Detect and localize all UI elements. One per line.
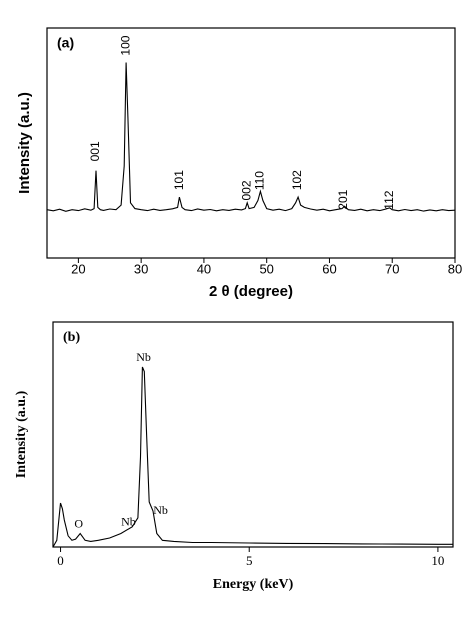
data-line — [46, 62, 456, 212]
plot-frame — [52, 321, 454, 548]
panel-a: 20 30 40 50 60 70 80 001 100 101 002 110 102 201 112 (a… — [16, 27, 462, 300]
y-axis-title: Intensity (a.u.) — [14, 390, 29, 478]
panel-label: (a) — [57, 35, 74, 51]
peak-label: Nb — [153, 503, 168, 517]
x-tick-label: 70 — [385, 261, 399, 276]
peak-label: 100 — [118, 35, 132, 55]
panel-b: 0 5 10 O Nb Nb Nb (b) Energy (keV) Intensity (a.u… — [14, 321, 454, 592]
peak-label: 102 — [290, 170, 304, 190]
peak-label: 001 — [88, 141, 102, 161]
x-axis-title: Energy (keV) — [213, 577, 294, 592]
peak-label: 101 — [172, 170, 186, 190]
peak-label: O — [74, 516, 83, 530]
peak-label: 002 — [239, 180, 253, 200]
x-tick-label: 30 — [134, 261, 148, 276]
x-tick-label: 5 — [246, 553, 253, 568]
plot-frame — [46, 27, 456, 259]
x-tick-label: 10 — [431, 553, 444, 568]
x-tick-label: 0 — [57, 553, 64, 568]
y-axis-title: Intensity (a.u.) — [16, 92, 33, 194]
peak-label: 112 — [382, 190, 396, 209]
x-tick-label: 60 — [322, 261, 336, 276]
x-tick-label: 50 — [259, 261, 273, 276]
peak-label: Nb — [121, 515, 136, 529]
x-tick-label: 80 — [448, 261, 462, 276]
peak-label: Nb — [136, 350, 151, 364]
x-tick-label: 40 — [197, 261, 211, 276]
data-line — [52, 366, 453, 548]
peak-label: 110 — [253, 171, 267, 190]
panel-label: (b) — [63, 330, 80, 345]
peak-label: 201 — [336, 189, 350, 209]
x-axis-title: 2 θ (degree) — [209, 283, 293, 300]
x-tick-label: 20 — [71, 261, 85, 276]
